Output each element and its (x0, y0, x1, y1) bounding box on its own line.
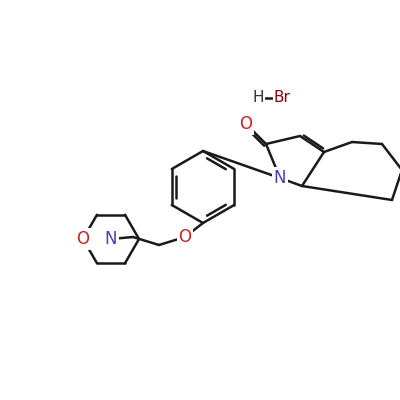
Text: O: O (240, 115, 252, 133)
Text: O: O (76, 230, 90, 248)
Text: Br: Br (274, 90, 290, 106)
Text: O: O (178, 228, 192, 246)
Text: N: N (105, 230, 117, 248)
Text: H: H (252, 90, 264, 106)
Text: N: N (274, 169, 286, 187)
